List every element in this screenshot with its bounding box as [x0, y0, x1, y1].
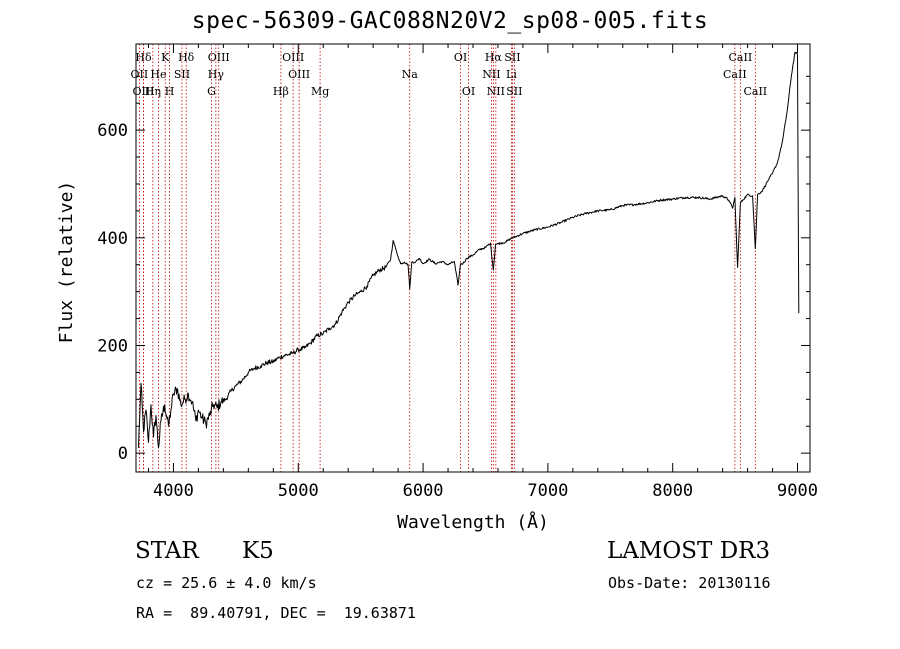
- y-tick-label: 400: [97, 229, 128, 249]
- survey-name: LAMOST DR3: [607, 538, 771, 564]
- line-label-1: OII: [131, 68, 149, 81]
- line-label-26: CaII: [723, 68, 747, 81]
- emission-line-markers: [138, 44, 756, 472]
- x-axis-label: Wavelength (Å): [397, 511, 549, 533]
- line-label-12: OIII: [282, 51, 304, 64]
- y-tick-label: 600: [97, 121, 128, 141]
- line-label-10: Hγ: [208, 68, 225, 81]
- line-label-15: Mg: [311, 85, 329, 98]
- line-label-7: H: [165, 85, 175, 98]
- line-label-25: CaII: [729, 51, 753, 64]
- line-label-23: Li: [506, 68, 517, 81]
- line-label-14: Hβ: [273, 85, 289, 98]
- object-class: STAR: [135, 538, 199, 564]
- line-label-22: SII: [504, 51, 520, 64]
- line-label-24: SII: [506, 85, 522, 98]
- line-label-20: NII: [482, 68, 500, 81]
- object-subclass: K5: [242, 538, 274, 564]
- x-tick-label: 8000: [652, 481, 693, 501]
- x-tick-label: 7000: [527, 481, 568, 501]
- flux-series: [138, 51, 800, 449]
- plot-frame: [135, 43, 811, 473]
- line-label-3: K: [161, 51, 170, 64]
- line-label-2: OIII: [132, 85, 154, 98]
- line-label-4: He: [150, 68, 166, 81]
- emission-line-labels: Hδ OII OIII K He Hη SII H Hδ OIII Hγ G OIII OIII Hβ Mg N…: [131, 51, 768, 98]
- line-label-13: OIII: [288, 68, 310, 81]
- line-label-17: OI: [454, 51, 467, 64]
- line-label-8: Hδ: [178, 51, 195, 64]
- line-label-11: G: [207, 85, 216, 98]
- x-tick-label: 5000: [278, 481, 319, 501]
- y-tick-label: 0: [118, 444, 128, 464]
- chart-title: spec-56309-GAC088N20V2_sp08-005.fits: [191, 8, 709, 34]
- line-label-5: Hη: [145, 85, 161, 98]
- line-label-0: Hδ: [135, 51, 152, 64]
- line-label-18: OI: [462, 85, 475, 98]
- x-tick-label: 9000: [777, 481, 818, 501]
- y-axis-label: Flux (relative): [56, 181, 77, 344]
- axes: 4000 5000 6000 7000 8000 9000 0 200 400 600: [97, 44, 818, 501]
- line-label-6: SII: [174, 68, 190, 81]
- line-label-9: OIII: [208, 51, 230, 64]
- y-tick-label: 200: [97, 336, 128, 356]
- flux-line: [138, 51, 800, 449]
- line-label-27: CaII: [743, 85, 767, 98]
- x-tick-label: 6000: [403, 481, 444, 501]
- line-label-19: Hα: [485, 51, 503, 64]
- line-label-21: NII: [487, 85, 505, 98]
- redshift-readout: cz = 25.6 ± 4.0 km/s: [136, 574, 317, 592]
- line-label-16: Na: [402, 68, 419, 81]
- x-tick-label: 4000: [153, 481, 194, 501]
- observation-date: Obs-Date: 20130116: [608, 574, 771, 592]
- coordinates-readout: RA = 89.40791, DEC = 19.63871: [136, 604, 416, 622]
